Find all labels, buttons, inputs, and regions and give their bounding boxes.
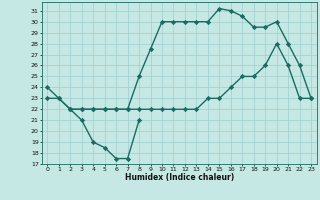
- X-axis label: Humidex (Indice chaleur): Humidex (Indice chaleur): [124, 173, 234, 182]
